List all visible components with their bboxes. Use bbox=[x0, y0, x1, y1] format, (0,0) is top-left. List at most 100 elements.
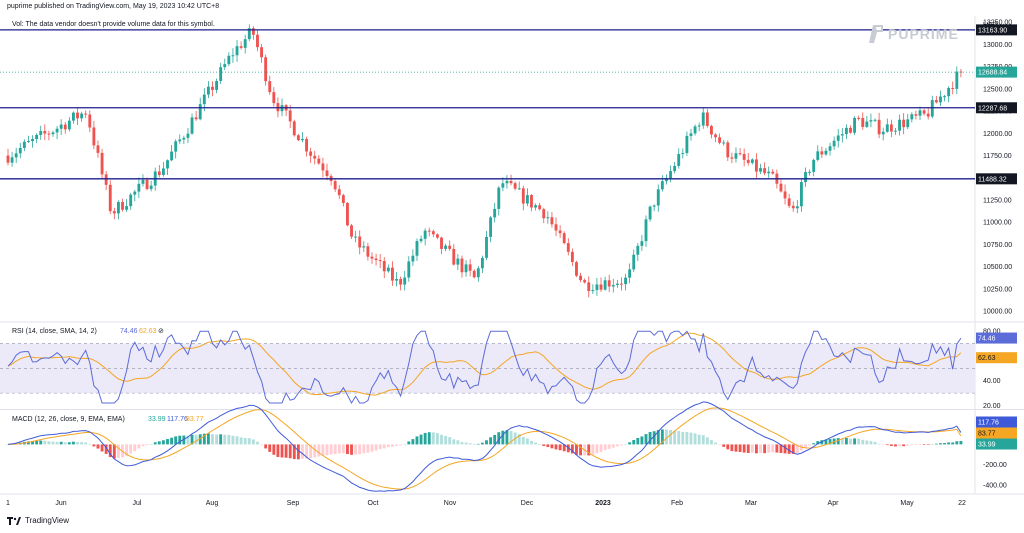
candle-body bbox=[513, 183, 517, 189]
candle-body bbox=[219, 67, 223, 81]
macd-histogram-bar bbox=[648, 432, 652, 445]
macd-histogram-bar bbox=[624, 443, 627, 445]
last-price-label: 12688.84 bbox=[978, 70, 1007, 77]
tradingview-label: TradingView bbox=[25, 516, 70, 525]
macd-histogram-bar bbox=[906, 444, 910, 446]
macd-tag-label: 117.76 bbox=[978, 420, 999, 427]
candle-body bbox=[121, 201, 124, 210]
macd-histogram-bar bbox=[231, 435, 235, 445]
macd-histogram-bar bbox=[431, 432, 435, 445]
macd-histogram-bar bbox=[783, 444, 787, 454]
macd-histogram-bar bbox=[538, 444, 542, 445]
candle-body bbox=[579, 275, 582, 281]
candle-body bbox=[378, 260, 382, 262]
candle-body bbox=[734, 153, 738, 159]
candle-body bbox=[865, 121, 869, 127]
candle-body bbox=[292, 121, 296, 136]
volume-note: Vol: The data vendor doesn't provide vol… bbox=[12, 21, 215, 28]
time-tick-label: 1 bbox=[6, 500, 10, 507]
macd-histogram bbox=[6, 429, 963, 460]
tradingview-icon bbox=[7, 516, 21, 525]
candle-body bbox=[427, 230, 431, 232]
macd-histogram-bar bbox=[857, 438, 861, 445]
price-tick-label: 10750.00 bbox=[983, 242, 1012, 249]
tradingview-footer[interactable]: TradingView bbox=[7, 516, 69, 525]
macd-histogram-bar bbox=[276, 444, 280, 457]
rsi-ma-value: 62.63 bbox=[139, 328, 157, 335]
macd-histogram-bar bbox=[750, 444, 754, 453]
candle-body bbox=[906, 119, 910, 128]
macd-histogram-bar bbox=[190, 434, 194, 445]
candle-body bbox=[419, 238, 423, 242]
macd-histogram-bar bbox=[63, 442, 67, 445]
candle-body bbox=[898, 119, 901, 131]
candle-body bbox=[370, 256, 374, 259]
candle-body bbox=[730, 157, 734, 159]
candle-body bbox=[350, 225, 353, 237]
macd-histogram-bar bbox=[386, 444, 390, 448]
macd-histogram-bar bbox=[480, 442, 484, 445]
macd-histogram-bar bbox=[734, 444, 738, 452]
candle-body bbox=[55, 128, 59, 133]
candle-body bbox=[321, 163, 325, 171]
macd-histogram-bar bbox=[881, 444, 885, 446]
macd-histogram-bar bbox=[284, 444, 288, 458]
candle-body bbox=[116, 201, 120, 214]
time-tick-label: 22 bbox=[958, 500, 966, 507]
macd-histogram-bar bbox=[943, 443, 946, 445]
macd-histogram-bar bbox=[775, 444, 779, 453]
macd-histogram-bar bbox=[395, 444, 398, 446]
candle-body bbox=[35, 134, 39, 140]
macd-histogram-bar bbox=[693, 433, 697, 445]
time-tick-label: Dec bbox=[521, 500, 534, 507]
candle-body bbox=[853, 117, 857, 133]
candle-body bbox=[701, 112, 705, 126]
candle-body bbox=[656, 189, 660, 206]
candle-body bbox=[305, 138, 308, 152]
macd-histogram-bar bbox=[824, 439, 828, 445]
macd-histogram-bar bbox=[391, 444, 394, 447]
macd-histogram-bar bbox=[350, 444, 353, 455]
macd-histogram-bar bbox=[92, 444, 96, 447]
candle-body bbox=[301, 138, 304, 141]
candle-body bbox=[685, 135, 689, 154]
macd-histogram-bar bbox=[6, 444, 10, 446]
macd-histogram-bar bbox=[100, 444, 104, 452]
candle-body bbox=[239, 46, 243, 48]
time-tick-label: Oct bbox=[368, 500, 379, 507]
macd-histogram-bar bbox=[669, 429, 672, 445]
candle-body bbox=[341, 195, 345, 203]
candle-body bbox=[206, 86, 210, 95]
candle-body bbox=[636, 245, 640, 255]
candle-body bbox=[902, 119, 906, 128]
macd-histogram-bar bbox=[939, 443, 942, 445]
macd-histogram-bar bbox=[309, 444, 313, 459]
price-tick-label: 11250.00 bbox=[983, 198, 1012, 205]
candle-body bbox=[718, 137, 722, 143]
rsi-tag bbox=[976, 332, 1017, 344]
time-tick-label: Feb bbox=[671, 500, 683, 507]
macd-histogram-bar bbox=[378, 444, 382, 450]
macd-histogram-bar bbox=[129, 444, 133, 454]
candle-body bbox=[566, 243, 570, 252]
candle-body bbox=[648, 206, 652, 220]
rsi-ma-line bbox=[7, 332, 962, 396]
macd-histogram-bar bbox=[603, 444, 607, 451]
macd-histogram-bar bbox=[178, 435, 182, 445]
macd-histogram-bar bbox=[43, 440, 47, 445]
macd-histogram-bar bbox=[305, 444, 308, 459]
macd-histogram-bar bbox=[354, 444, 358, 455]
candle-body bbox=[849, 127, 852, 133]
rsi-tag-label: 74.46 bbox=[978, 336, 996, 343]
time-tick-label: Sep bbox=[287, 500, 300, 507]
macd-histogram-bar bbox=[243, 438, 247, 445]
macd-histogram-bar bbox=[215, 434, 219, 445]
macd-signal-line bbox=[7, 407, 962, 490]
macd-histogram-bar bbox=[910, 444, 914, 446]
macd-histogram-bar bbox=[80, 442, 84, 445]
macd-histogram-bar bbox=[166, 439, 169, 445]
candle-body bbox=[591, 290, 595, 292]
macd-histogram-bar bbox=[705, 437, 709, 445]
time-tick-label: Aug bbox=[206, 500, 219, 507]
